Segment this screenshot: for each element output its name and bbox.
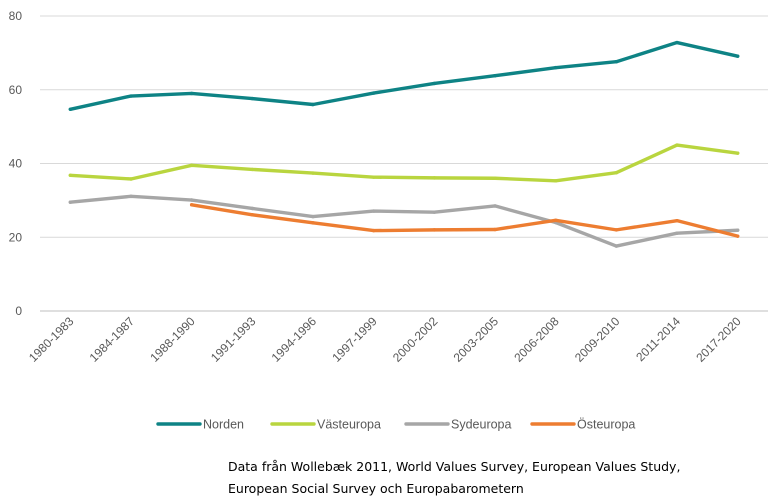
data-point <box>250 206 255 211</box>
data-point <box>675 218 679 223</box>
source-note-line-1: Data från Wollebæk 2011, World Values Su… <box>228 459 681 474</box>
data-series <box>68 40 740 248</box>
series-line-3 <box>68 194 740 248</box>
x-axis: 1980-1983 1984-1987 1988-1990 1991-1993 1994… <box>26 314 744 365</box>
series-line-1 <box>68 40 740 111</box>
data-point <box>68 107 73 111</box>
data-point <box>553 218 558 222</box>
data-point <box>189 91 194 96</box>
x-tick-label: 2000-2002 <box>390 314 441 365</box>
data-point <box>735 54 740 58</box>
source-note-line-2: European Social Survey och Europabaromet… <box>228 481 524 496</box>
y-tick-label: 40 <box>9 157 23 171</box>
data-point <box>432 228 437 232</box>
data-point <box>432 176 437 180</box>
x-tick-label: 1994-1996 <box>269 314 320 365</box>
x-tick-label: 1991-1993 <box>208 314 259 365</box>
x-tick-label: 1988-1990 <box>147 314 198 365</box>
data-point <box>311 221 315 225</box>
x-tick-label: 1997-1999 <box>329 314 380 365</box>
data-point <box>371 228 376 233</box>
data-point <box>311 214 315 219</box>
data-point <box>68 173 73 177</box>
y-tick-label: 20 <box>9 230 23 244</box>
data-point <box>68 200 73 204</box>
data-point <box>553 65 558 70</box>
data-point <box>432 81 437 86</box>
x-tick-label: 2009-2010 <box>572 314 623 365</box>
legend-label: Sydeuropa <box>451 418 512 432</box>
data-point <box>675 40 679 45</box>
data-point <box>614 60 619 64</box>
data-point <box>129 94 133 98</box>
x-tick-label: 2011-2014 <box>633 314 683 364</box>
data-point <box>493 176 497 180</box>
source-note: Data från Wollebæk 2011, World Values Su… <box>228 456 680 500</box>
gridlines <box>40 15 768 312</box>
data-point <box>735 151 740 155</box>
legend-label: Västeuropa <box>317 418 381 432</box>
data-point <box>493 204 497 208</box>
y-tick-label: 80 <box>9 9 23 23</box>
data-point <box>493 227 497 232</box>
data-point <box>250 96 255 101</box>
data-point <box>735 228 740 232</box>
data-point <box>614 228 619 232</box>
data-point <box>675 143 679 147</box>
data-point <box>311 102 315 107</box>
data-point <box>189 198 194 202</box>
data-point <box>553 179 558 183</box>
data-point <box>129 194 133 199</box>
data-point <box>614 171 619 175</box>
series-line-2 <box>68 143 740 183</box>
y-tick-label: 60 <box>9 83 23 97</box>
x-tick-label: 2006-2008 <box>511 314 562 365</box>
data-point <box>129 177 133 181</box>
legend-label: Östeuropa <box>577 418 635 432</box>
x-tick-label: 2017-2020 <box>693 314 744 365</box>
data-point <box>735 234 740 238</box>
y-tick-label: 0 <box>15 304 22 318</box>
x-tick-label: 2003-2005 <box>451 314 502 365</box>
data-point <box>371 209 376 213</box>
data-point <box>189 203 194 207</box>
data-point <box>250 167 255 172</box>
x-tick-label: 1980-1983 <box>26 314 77 365</box>
data-point <box>311 171 315 175</box>
data-point <box>614 244 619 248</box>
x-tick-label: 1984-1987 <box>87 314 138 365</box>
series-line-4 <box>189 203 740 238</box>
data-point <box>250 213 255 217</box>
data-point <box>189 163 194 168</box>
data-point <box>371 91 376 95</box>
data-point <box>675 231 679 235</box>
legend-label: Norden <box>203 418 244 432</box>
legend: Norden Västeuropa Sydeuropa Östeuropa <box>156 418 635 432</box>
data-point <box>432 210 437 214</box>
data-point <box>493 74 497 78</box>
y-axis: 0 20 40 60 80 <box>9 9 23 318</box>
data-point <box>371 175 376 179</box>
